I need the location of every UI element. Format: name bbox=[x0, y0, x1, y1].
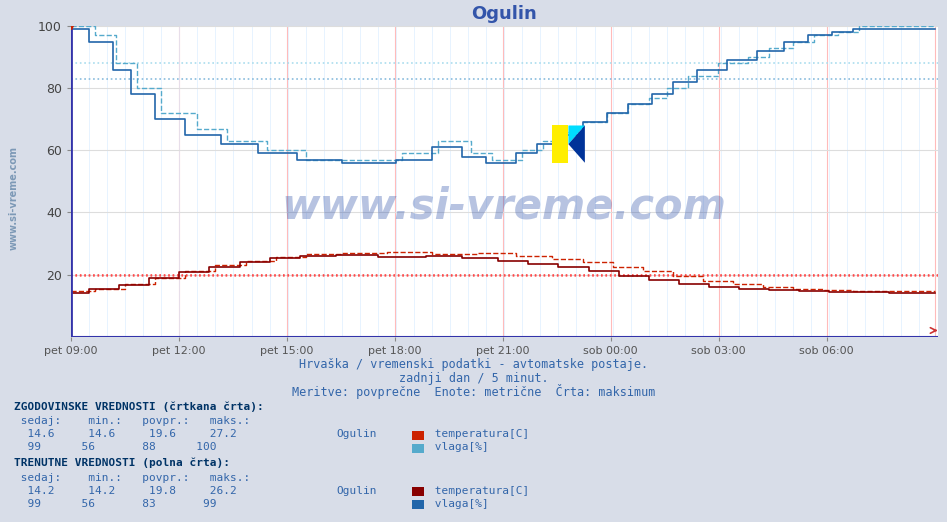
Bar bbox=[552, 125, 568, 163]
Text: sedaj:    min.:   povpr.:   maks.:: sedaj: min.: povpr.: maks.: bbox=[14, 417, 250, 426]
Text: Meritve: povprečne  Enote: metrične  Črta: maksimum: Meritve: povprečne Enote: metrične Črta:… bbox=[292, 384, 655, 399]
Text: ZGODOVINSKE VREDNOSTI (črtkana črta):: ZGODOVINSKE VREDNOSTI (črtkana črta): bbox=[14, 401, 264, 412]
Text: 14.6     14.6     19.6     27.2: 14.6 14.6 19.6 27.2 bbox=[14, 430, 237, 440]
Title: Ogulin: Ogulin bbox=[472, 5, 537, 23]
Text: Ogulin: Ogulin bbox=[336, 486, 377, 496]
Text: sedaj:    min.:   povpr.:   maks.:: sedaj: min.: povpr.: maks.: bbox=[14, 473, 250, 483]
Text: temperatura[C]: temperatura[C] bbox=[428, 430, 529, 440]
Text: www.si-vreme.com: www.si-vreme.com bbox=[9, 146, 18, 251]
Text: 14.2     14.2     19.8     26.2: 14.2 14.2 19.8 26.2 bbox=[14, 486, 237, 496]
Text: Hrvaška / vremenski podatki - avtomatske postaje.: Hrvaška / vremenski podatki - avtomatske… bbox=[299, 358, 648, 371]
Polygon shape bbox=[568, 125, 585, 144]
Text: 99      56       83       99: 99 56 83 99 bbox=[14, 499, 217, 509]
Text: Ogulin: Ogulin bbox=[336, 430, 377, 440]
Polygon shape bbox=[568, 125, 585, 163]
Text: zadnji dan / 5 minut.: zadnji dan / 5 minut. bbox=[399, 372, 548, 385]
Text: TRENUTNE VREDNOSTI (polna črta):: TRENUTNE VREDNOSTI (polna črta): bbox=[14, 458, 230, 468]
Text: temperatura[C]: temperatura[C] bbox=[428, 486, 529, 496]
Text: www.si-vreme.com: www.si-vreme.com bbox=[282, 185, 726, 227]
Text: vlaga[%]: vlaga[%] bbox=[428, 499, 489, 509]
Text: vlaga[%]: vlaga[%] bbox=[428, 443, 489, 453]
Text: 99      56       88      100: 99 56 88 100 bbox=[14, 443, 217, 453]
